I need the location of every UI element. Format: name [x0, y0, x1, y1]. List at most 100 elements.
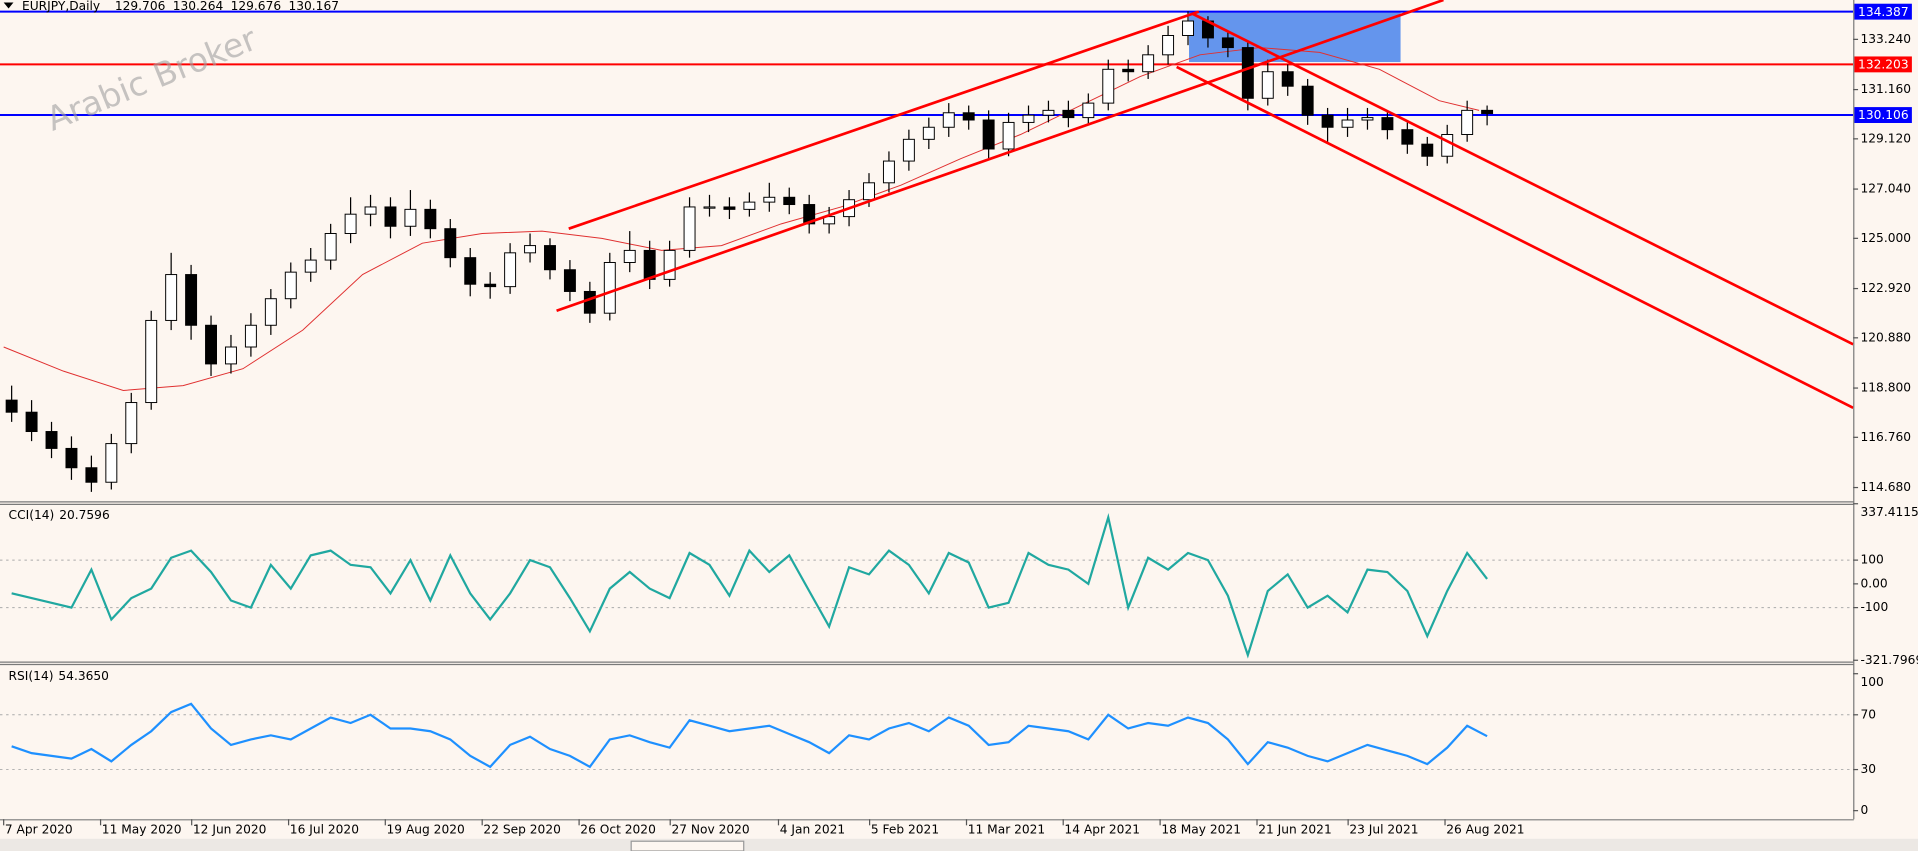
candle-body [1261, 71, 1274, 99]
x-tick-label: 7 Apr 2020 [5, 823, 73, 837]
candle-body [663, 249, 676, 280]
level-label: 132.203 [1858, 58, 1909, 72]
candle-body [244, 324, 257, 348]
y-tick-label: 100 [1861, 675, 1884, 689]
candle-body [165, 274, 178, 321]
indicator-name: RSI(14) [9, 669, 54, 683]
candle-body [723, 206, 736, 210]
candle-body [783, 196, 796, 206]
candle-body [145, 319, 158, 404]
candle-body [344, 213, 357, 234]
x-tick-label: 27 Nov 2020 [671, 823, 749, 837]
candle-body [1142, 54, 1155, 73]
candle-body [404, 208, 417, 227]
zone [1189, 11, 1401, 63]
symbol: EURJPY,Daily [22, 0, 100, 13]
candle-body [863, 182, 875, 201]
candle-body [1401, 129, 1414, 145]
candle-body [922, 126, 935, 140]
level-label: 130.106 [1858, 108, 1909, 122]
x-tick-label: 5 Feb 2021 [871, 823, 939, 837]
ohlc-value: 129.706 [115, 0, 166, 13]
candle-body [25, 411, 38, 433]
x-tick-label: 22 Sep 2020 [483, 823, 560, 837]
candle-body [284, 271, 297, 300]
candle-body [962, 112, 975, 121]
panel-frames [0, 0, 1855, 821]
collapse-icon[interactable] [3, 2, 14, 9]
level-label-box [1854, 107, 1912, 123]
y-tick-label: 30 [1861, 762, 1877, 776]
candle-body [1002, 121, 1015, 150]
tab[interactable] [630, 840, 745, 851]
x-tick-label: 18 May 2021 [1161, 823, 1241, 837]
level-label-box [1854, 3, 1912, 20]
candle-body [1082, 102, 1095, 119]
candle-body [444, 228, 457, 259]
x-tick-label: 16 Jul 2020 [290, 823, 359, 837]
candle-body [324, 233, 337, 261]
trendline [556, 0, 1444, 313]
candle-body [982, 119, 995, 150]
candle-body [563, 269, 576, 292]
y-tick-label: 125.000 [1861, 231, 1912, 245]
y-tick-label: 131.160 [1861, 82, 1912, 96]
candle-body [1341, 119, 1354, 128]
candle-body [683, 206, 696, 251]
candle-body [1162, 35, 1175, 56]
header: EURJPY,Daily 129.706 130.264 129.676 130.167 [22, 0, 339, 13]
trendline [1176, 65, 1854, 410]
candle-body [264, 298, 277, 326]
candle-body [623, 249, 636, 263]
level-label-box [1854, 56, 1912, 73]
candle-body [1301, 85, 1314, 116]
x-tick-label: 19 Aug 2020 [387, 823, 465, 837]
x-tick-label: 11 May 2020 [102, 823, 182, 837]
candle-body [1461, 109, 1474, 135]
indicator-name: CCI(14) [9, 507, 55, 521]
candle-body [583, 290, 596, 314]
x-tick-label: 4 Jan 2021 [780, 823, 845, 837]
price-overlays [0, 0, 1854, 492]
candle-body [1241, 47, 1254, 99]
candle-body [185, 274, 198, 326]
candle-body [1102, 68, 1115, 104]
candle-body [743, 201, 756, 210]
x-tick-label: 21 Jun 2021 [1258, 823, 1332, 837]
x-tick-label: 23 Jul 2021 [1349, 823, 1418, 837]
trendline [568, 10, 1200, 230]
candle-body [643, 249, 656, 280]
candle-body [364, 206, 377, 215]
y-tick-label: 129.120 [1861, 131, 1912, 145]
candle-body [1421, 143, 1434, 157]
y-tick-label: 0.00 [1861, 576, 1888, 590]
ohlc-value: 129.676 [231, 0, 282, 13]
candle-body [384, 206, 397, 227]
y-tick-label: -100 [1861, 600, 1889, 614]
candle-body [125, 402, 138, 445]
candle-body [85, 467, 98, 483]
candle-body [902, 138, 915, 162]
candle-body [763, 196, 776, 203]
candle-body [1042, 109, 1055, 116]
y-tick-label: 133.240 [1861, 32, 1912, 46]
candle-body [1062, 109, 1075, 119]
indicator-line [11, 513, 1488, 659]
y-tick-label: 337.4115 [1861, 505, 1918, 519]
candle-body [603, 261, 616, 314]
candle-body [803, 204, 816, 225]
y-tick-label: 122.920 [1861, 281, 1912, 295]
candle-body [504, 252, 517, 288]
trendline [1192, 12, 1854, 346]
candle-body [424, 208, 437, 230]
indicator-line [11, 702, 1488, 769]
candle-body [464, 257, 477, 285]
y-tick-label: 100 [1861, 553, 1884, 567]
candle-body [1122, 68, 1135, 73]
x-tick-label: 26 Aug 2021 [1446, 823, 1524, 837]
ohlc-value: 130.264 [173, 0, 224, 13]
y-tick-label: 114.680 [1861, 480, 1912, 494]
y-tick-label: 127.040 [1861, 182, 1912, 196]
